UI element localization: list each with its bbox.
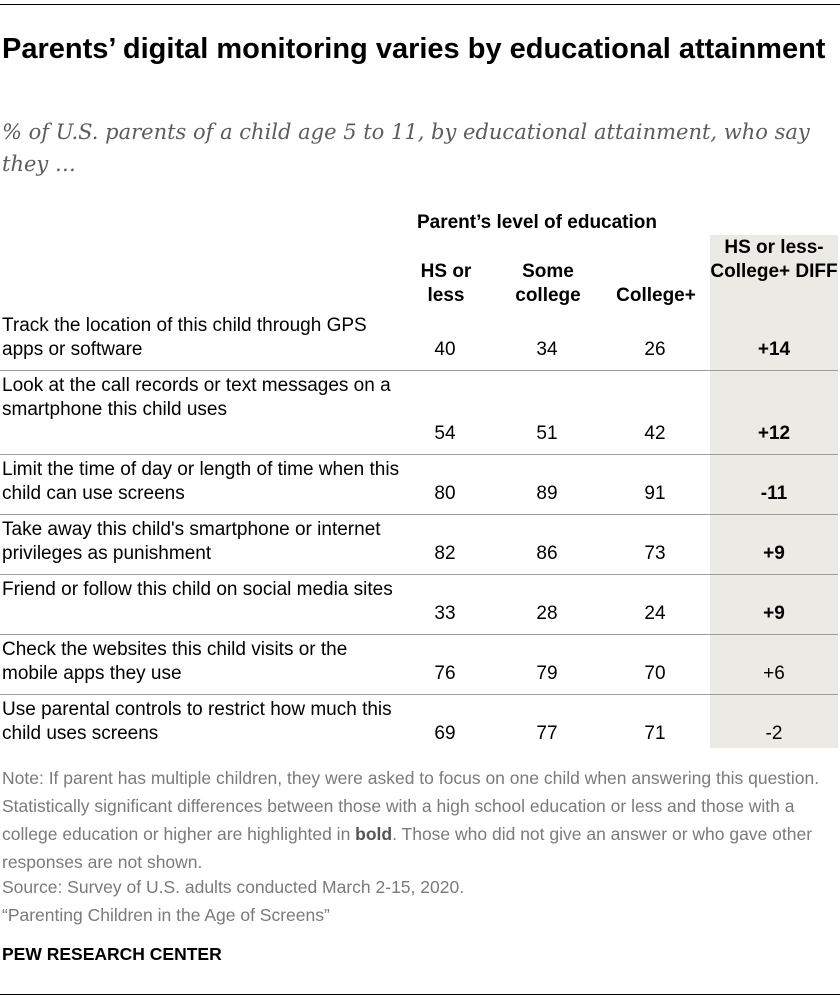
diff-column-highlight — [710, 235, 838, 748]
value-some-college: 77 — [536, 723, 558, 744]
value-diff: -11 — [760, 483, 788, 504]
value-some-college: 79 — [536, 663, 558, 684]
row-label: Take away this child's smartphone or int… — [2, 519, 381, 564]
footnote: Note: If parent has multiple children, t… — [2, 764, 838, 876]
chart-subtitle: % of U.S. parents of a child age 5 to 11… — [2, 120, 810, 176]
row-label: Friend or follow this child on social me… — [2, 579, 393, 600]
row-separator — [0, 514, 838, 515]
footnote-text: Note: If parent has multiple children, t… — [2, 768, 820, 844]
row-separator — [0, 694, 838, 695]
value-some-college: 51 — [536, 423, 558, 444]
value-college-plus: 26 — [644, 339, 666, 360]
top-rule — [0, 4, 840, 5]
col-header-college-plus: College+ — [616, 285, 696, 306]
value-diff: +12 — [757, 423, 791, 444]
row-label: Look at the call records or text message… — [2, 375, 391, 420]
row-separator — [0, 574, 838, 575]
value-hs-or-less: 80 — [434, 483, 456, 504]
value-diff: +9 — [763, 603, 785, 624]
row-label: Check the websites this child visits or … — [2, 639, 348, 684]
row-label: Track the location of this child through… — [2, 315, 367, 360]
value-college-plus: 42 — [644, 423, 666, 444]
value-hs-or-less: 40 — [434, 339, 456, 360]
value-college-plus: 91 — [644, 483, 666, 504]
col-header-some-college: Some college — [515, 261, 581, 306]
value-some-college: 28 — [536, 603, 558, 624]
group-header: Parent’s level of education — [416, 212, 658, 233]
col-header-hs-or-less: HS or less — [420, 261, 472, 306]
value-some-college: 86 — [536, 543, 558, 564]
source-line: Source: Survey of U.S. adults conducted … — [2, 877, 465, 897]
value-some-college: 34 — [536, 339, 558, 360]
value-hs-or-less: 69 — [434, 723, 456, 744]
organization-name: PEW RESEARCH CENTER — [2, 944, 222, 964]
value-hs-or-less: 76 — [434, 663, 456, 684]
value-diff: +14 — [757, 339, 791, 360]
value-diff: +9 — [763, 543, 785, 564]
chart-title: Parents’ digital monitoring varies by ed… — [2, 33, 826, 65]
value-college-plus: 71 — [644, 723, 666, 744]
report-title: “Parenting Children in the Age of Screen… — [2, 905, 330, 925]
value-some-college: 89 — [536, 483, 558, 504]
value-hs-or-less: 33 — [434, 603, 456, 624]
value-hs-or-less: 82 — [434, 543, 456, 564]
value-college-plus: 24 — [644, 603, 666, 624]
row-label: Limit the time of day or length of time … — [2, 459, 400, 504]
row-separator — [0, 454, 838, 455]
row-separator — [0, 370, 838, 371]
bottom-rule — [0, 994, 840, 995]
footnote-bold-word: bold — [355, 824, 393, 844]
value-diff: -2 — [765, 723, 783, 744]
value-college-plus: 73 — [644, 543, 666, 564]
row-separator — [0, 634, 838, 635]
value-diff: +6 — [763, 663, 785, 684]
col-header-diff: HS or less-College+ DIFF — [710, 237, 838, 282]
row-label: Use parental controls to restrict how mu… — [2, 699, 392, 744]
value-college-plus: 70 — [644, 663, 666, 684]
footnote-text-end: . Those who did not give an answer or wh… — [2, 824, 813, 872]
value-hs-or-less: 54 — [434, 423, 456, 444]
